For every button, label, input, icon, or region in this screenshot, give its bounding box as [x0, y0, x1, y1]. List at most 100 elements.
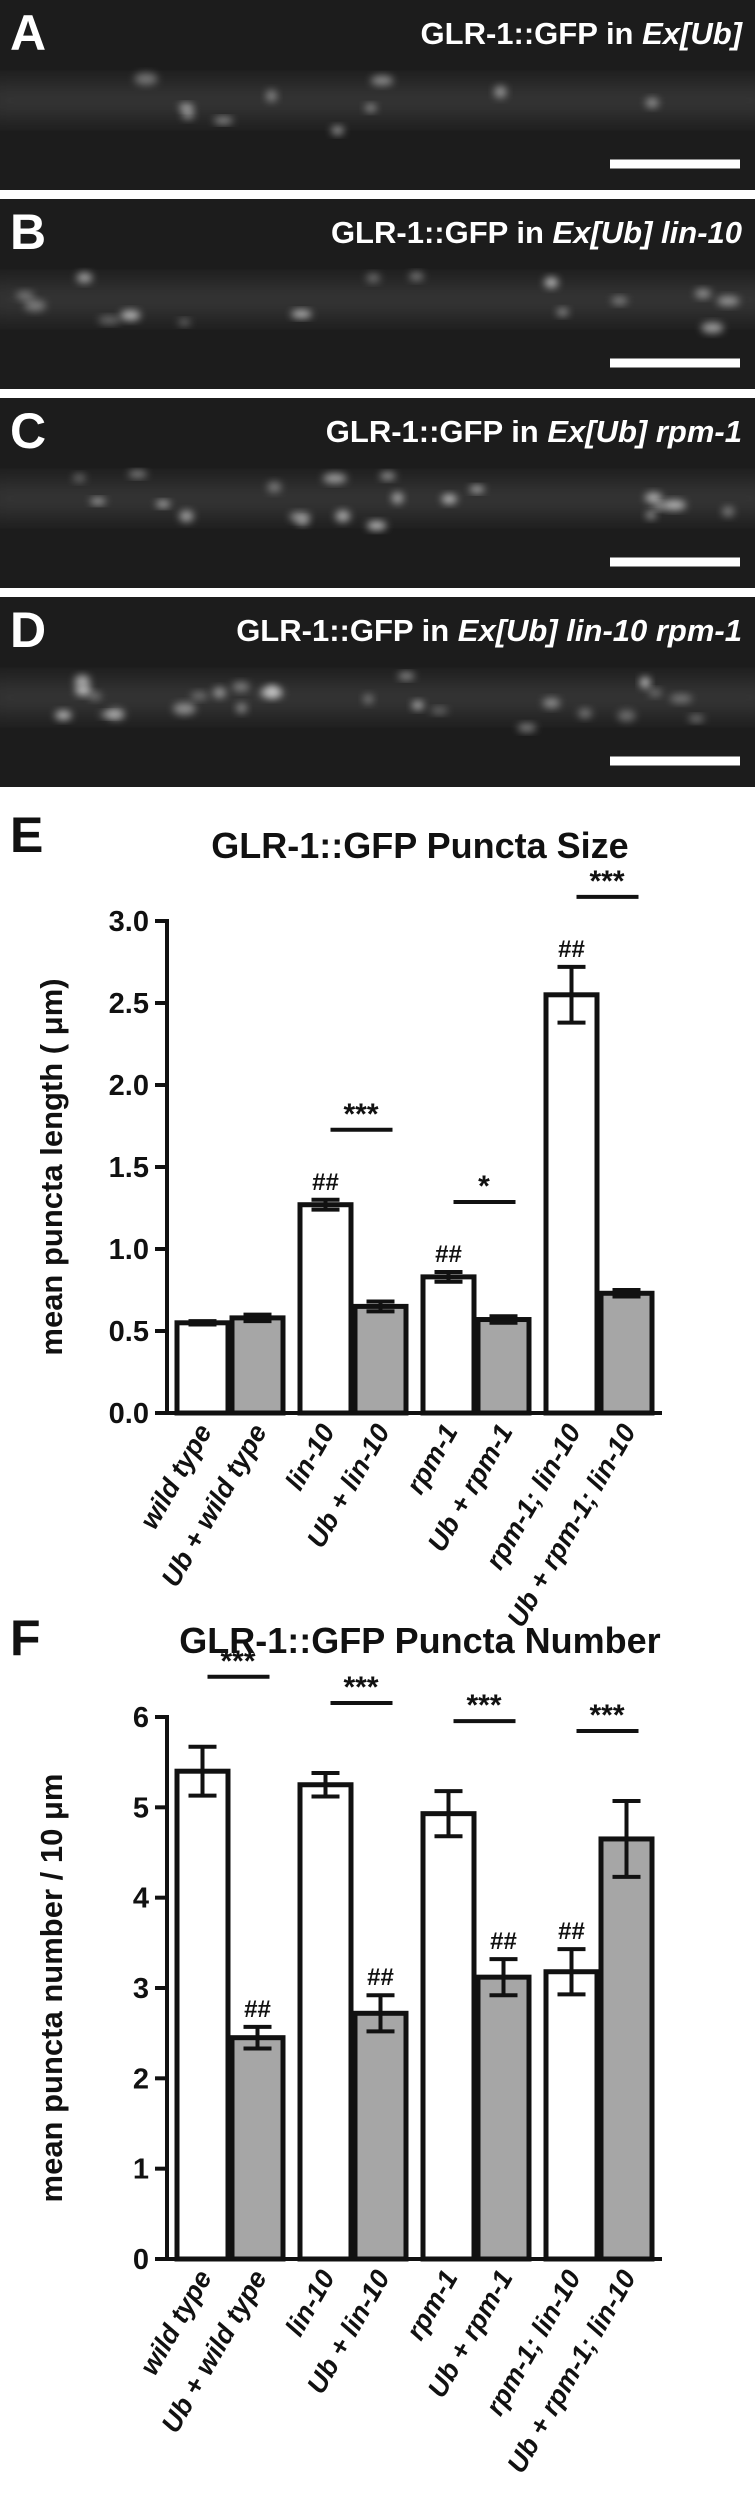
puncta-spot	[173, 702, 196, 715]
puncta-spot	[75, 685, 92, 696]
puncta-spot	[74, 675, 90, 687]
bar	[543, 992, 600, 1416]
y-tick-label: 5	[133, 1792, 149, 1824]
panel-caption: GLR-1::GFP in Ex[Ub] lin-10	[331, 215, 742, 250]
puncta-spot	[653, 502, 665, 510]
puncta-spot	[409, 272, 424, 281]
bar-annotation: ##	[435, 1241, 462, 1268]
chart-title: GLR-1::GFP Puncta Number	[179, 1620, 660, 1661]
puncta-spot	[98, 316, 121, 325]
puncta-spot	[370, 75, 394, 86]
panel-letter: F	[10, 1610, 41, 1666]
y-axis-label: mean puncta length ( μm)	[34, 978, 69, 1355]
puncta-spot	[648, 688, 662, 697]
y-tick-label: 2.0	[109, 1070, 149, 1102]
puncta-spot	[178, 103, 194, 111]
y-tick-label: 1.5	[109, 1152, 149, 1184]
puncta-spot	[120, 310, 141, 321]
puncta-spot	[366, 273, 381, 283]
y-tick-label: 2.5	[109, 988, 149, 1020]
y-tick-label: 4	[133, 1883, 149, 1915]
bar	[543, 1969, 600, 2262]
puncta-spot	[366, 521, 387, 531]
puncta-spot	[701, 322, 724, 334]
puncta-spot	[128, 470, 148, 478]
bar	[229, 1315, 286, 1416]
puncta-spot	[155, 501, 171, 508]
significance-label: ***	[466, 1689, 501, 1722]
bar	[174, 1320, 231, 1416]
panel-letter: C	[10, 403, 46, 459]
bar	[475, 1974, 532, 2262]
puncta-spot	[391, 492, 404, 504]
puncta-spot	[106, 708, 125, 721]
puncta-spot	[430, 707, 448, 714]
puncta-spot	[494, 86, 507, 98]
panel-letter: E	[10, 807, 43, 863]
puncta-spot	[322, 473, 347, 483]
bar	[297, 1782, 354, 2262]
micrograph-panel: C GLR-1::GFP in Ex[Ub] rpm-1	[0, 398, 755, 588]
puncta-spot	[331, 126, 344, 135]
significance-label: *	[478, 1170, 490, 1203]
puncta-spot	[15, 291, 35, 300]
puncta-spot	[72, 473, 86, 482]
puncta-spot	[76, 272, 93, 283]
caption-text: GLR-1::GFP in	[326, 414, 548, 449]
puncta-spot	[88, 691, 102, 701]
puncta-spot	[134, 72, 158, 85]
caption-text: GLR-1::GFP in	[331, 215, 553, 250]
y-axis-label: mean puncta number / 10 μm	[34, 1774, 69, 2203]
puncta-spot	[544, 277, 559, 288]
puncta-spot	[645, 98, 659, 108]
puncta-spot	[469, 486, 485, 493]
puncta-spot	[178, 319, 191, 326]
puncta-spot	[291, 310, 312, 318]
bar	[352, 1303, 409, 1416]
puncta-spot	[411, 701, 424, 710]
puncta-spot	[542, 698, 561, 708]
puncta-spot	[190, 691, 208, 700]
puncta-spot	[578, 708, 592, 719]
micrograph-panel: B GLR-1::GFP in Ex[Ub] lin-10	[0, 199, 755, 389]
bar-annotation: ##	[490, 1928, 517, 1955]
bar	[598, 1290, 655, 1416]
puncta-spot	[212, 687, 227, 698]
caption-text: GLR-1::GFP in	[421, 16, 643, 51]
puncta-spot	[363, 694, 374, 704]
significance-label: ***	[343, 1098, 378, 1131]
panel-letter: D	[10, 602, 46, 658]
caption-italic: Ex[Ub]	[642, 16, 744, 51]
puncta-spot	[694, 289, 712, 299]
puncta-spot	[90, 498, 106, 505]
bar	[352, 2010, 409, 2262]
bar	[420, 1811, 477, 2262]
puncta-spot	[556, 308, 569, 316]
puncta-spot	[517, 723, 537, 732]
puncta-spot	[611, 296, 628, 305]
y-tick-label: 0.5	[109, 1316, 149, 1348]
puncta-spot	[398, 672, 415, 680]
puncta-spot	[640, 677, 651, 689]
bar	[475, 1317, 532, 1416]
significance-label: ***	[220, 1645, 255, 1678]
puncta-spot	[179, 510, 194, 522]
caption-italic: Ex[Ub] rpm-1	[547, 414, 742, 449]
y-tick-label: 3	[133, 1973, 149, 2005]
caption-italic: Ex[Ub] lin-10	[553, 215, 742, 250]
puncta-spot	[688, 715, 705, 723]
neurite-glow	[0, 85, 755, 116]
puncta-spot	[722, 506, 735, 517]
puncta-spot	[380, 472, 396, 480]
puncta-spot	[296, 517, 309, 526]
neurite-glow	[0, 284, 755, 315]
puncta-spot	[364, 104, 377, 112]
puncta-spot	[441, 494, 457, 504]
bar	[174, 1768, 231, 2262]
puncta-spot	[181, 109, 195, 119]
puncta-spot	[662, 500, 686, 510]
puncta-spot	[645, 511, 657, 520]
significance-label: ***	[589, 865, 624, 898]
